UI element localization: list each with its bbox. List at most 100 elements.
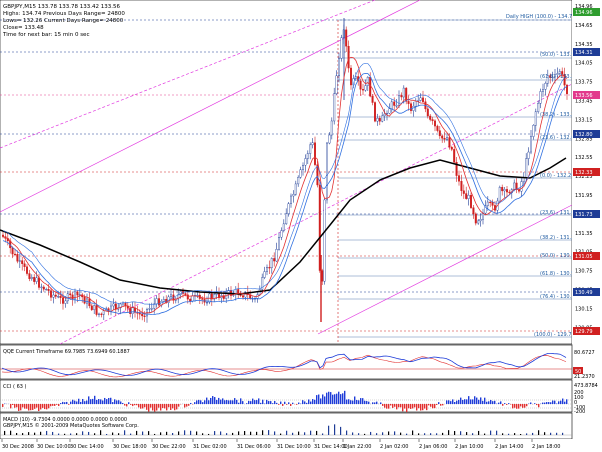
cci-bar	[334, 394, 336, 404]
candle-body	[196, 294, 199, 297]
cci-bar	[512, 404, 514, 409]
candle-body	[364, 85, 367, 91]
cci-bar	[58, 404, 60, 407]
candle-body	[52, 294, 55, 298]
cci-bar	[534, 403, 536, 404]
fib-label: (50.0) - 130.89	[540, 253, 578, 259]
macd-bar	[262, 430, 264, 435]
macd-bar	[40, 431, 42, 435]
candle-body	[42, 286, 45, 290]
candle-body	[150, 308, 153, 310]
cci-bar	[230, 400, 232, 404]
macd-bar	[532, 432, 534, 435]
cci-bar	[18, 404, 20, 411]
cci-bar	[206, 397, 208, 404]
candle-body	[97, 313, 100, 315]
price-tag	[573, 48, 600, 56]
qqe-panel[interactable]: QQE Current Timeframe 69.7985 73.6949 60…	[0, 344, 595, 380]
candle-body	[227, 290, 230, 293]
candle-body	[448, 137, 451, 148]
macd-panel[interactable]: MACD (10) -9.7304 0.0000 0.0000 0.0000 0…	[0, 412, 573, 440]
cci-bar	[80, 401, 82, 404]
candle-body	[71, 294, 74, 300]
price-axis-label: 131.35	[575, 231, 593, 237]
candle-body	[83, 296, 86, 304]
cci-bar	[226, 400, 228, 404]
candle-body	[491, 202, 494, 206]
cci-bar	[398, 404, 400, 408]
macd-bar	[370, 431, 372, 435]
cci-bar	[28, 404, 30, 411]
cci-panel[interactable]: CCI ( 63 ) 473.8784 200 100 0 -100 -200	[0, 379, 598, 415]
candle-body	[309, 144, 312, 154]
cci-bar	[82, 398, 84, 404]
macd-bar	[478, 430, 480, 435]
cci-bar	[176, 404, 178, 410]
info-timer-line: Time for next bar: 15 min 0 sec	[2, 32, 89, 38]
moving-averages	[0, 56, 568, 316]
cci-bar	[516, 404, 518, 409]
candle-body	[438, 130, 441, 137]
time-axis-label: 2 Jan 02:00	[380, 444, 408, 450]
candle-body	[138, 313, 141, 315]
time-axis-label: 30 Dec 22:00	[152, 444, 186, 450]
macd-bar	[412, 430, 414, 435]
candle-body	[530, 136, 533, 153]
macd-bar	[58, 433, 60, 435]
cci-bar	[416, 404, 418, 411]
cci-bar	[132, 404, 134, 407]
cci-bar	[304, 401, 306, 404]
cci-bar	[188, 404, 190, 406]
candle-body	[347, 46, 350, 69]
cci-bar	[382, 404, 384, 406]
cci-bar	[542, 402, 544, 404]
macd-bar	[388, 431, 390, 435]
macd-bar	[562, 432, 564, 435]
time-axis-label: 30 Dec 14:00	[70, 444, 104, 450]
cci-bar	[168, 404, 170, 408]
cci-bar	[514, 404, 516, 408]
candle-body	[383, 113, 386, 117]
cci-bar	[24, 404, 26, 409]
candle-body	[270, 258, 273, 268]
cci-bar	[54, 404, 56, 406]
cci-bar	[146, 404, 148, 410]
time-axis-label: 2 Jan 14:00	[495, 444, 523, 450]
cci-bar	[470, 399, 472, 404]
cci-bar	[2, 404, 4, 407]
candle-body	[436, 125, 439, 131]
cci-bar	[68, 404, 70, 405]
price-tag-label: 131.05	[575, 254, 593, 260]
candle-body	[388, 108, 391, 114]
price-tag-label: 134.31	[575, 50, 593, 56]
candle-body	[472, 207, 475, 215]
cci-bar	[552, 400, 554, 404]
cci-axis: -100	[574, 405, 585, 411]
cci-bar	[250, 401, 252, 404]
cci-bar	[178, 404, 180, 407]
fibonacci-levels	[338, 19, 572, 338]
cci-bar	[360, 398, 362, 404]
price-axis-label: 130.15	[575, 306, 593, 312]
cci-bar	[94, 395, 96, 404]
price-panel[interactable]: GBPJPY,M15 133.78 133.78 133.42 133.56 H…	[0, 0, 578, 345]
price-tag	[573, 252, 600, 260]
candle-body	[278, 237, 281, 250]
candle-body	[522, 177, 525, 182]
cci-bar	[560, 400, 562, 404]
candle-body	[201, 298, 204, 300]
cci-bar	[460, 397, 462, 404]
macd-bar	[64, 433, 66, 435]
cci-bar	[386, 404, 388, 409]
cci-bar	[42, 404, 44, 408]
cci-bar	[116, 400, 118, 404]
macd-bar	[292, 432, 294, 435]
cci-bar	[338, 391, 340, 404]
candle-body	[340, 37, 343, 59]
cci-bar	[150, 404, 152, 408]
candle-body	[395, 105, 398, 107]
candle-body	[119, 303, 122, 309]
cci-bar	[74, 400, 76, 404]
cci-bar	[138, 404, 140, 408]
